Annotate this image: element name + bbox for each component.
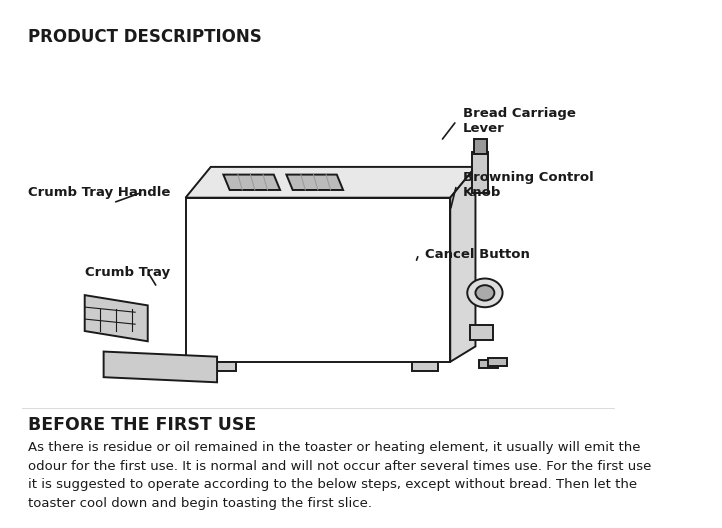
Polygon shape [471, 325, 493, 340]
Polygon shape [451, 167, 476, 362]
Polygon shape [412, 362, 438, 371]
Text: Cancel Button: Cancel Button [425, 248, 530, 261]
Text: PRODUCT DESCRIPTIONS: PRODUCT DESCRIPTIONS [28, 29, 262, 46]
Text: Crumb Tray Handle: Crumb Tray Handle [28, 186, 170, 199]
Circle shape [467, 278, 503, 307]
Text: As there is residue or oil remained in the toaster or heating element, it usuall: As there is residue or oil remained in t… [28, 441, 651, 510]
Polygon shape [186, 197, 451, 362]
Polygon shape [211, 362, 236, 371]
Text: Browning Control
Knob: Browning Control Knob [463, 171, 593, 199]
Text: BEFORE THE FIRST USE: BEFORE THE FIRST USE [28, 416, 256, 433]
Polygon shape [84, 295, 148, 341]
Text: Crumb Tray: Crumb Tray [84, 266, 170, 279]
Polygon shape [104, 352, 217, 382]
Circle shape [476, 285, 495, 300]
Text: Bread Carriage
Lever: Bread Carriage Lever [463, 107, 575, 135]
Polygon shape [287, 175, 343, 190]
Polygon shape [186, 167, 476, 197]
Polygon shape [472, 152, 488, 193]
Polygon shape [223, 175, 280, 190]
Polygon shape [488, 358, 507, 366]
Polygon shape [479, 360, 497, 368]
Polygon shape [474, 139, 487, 154]
